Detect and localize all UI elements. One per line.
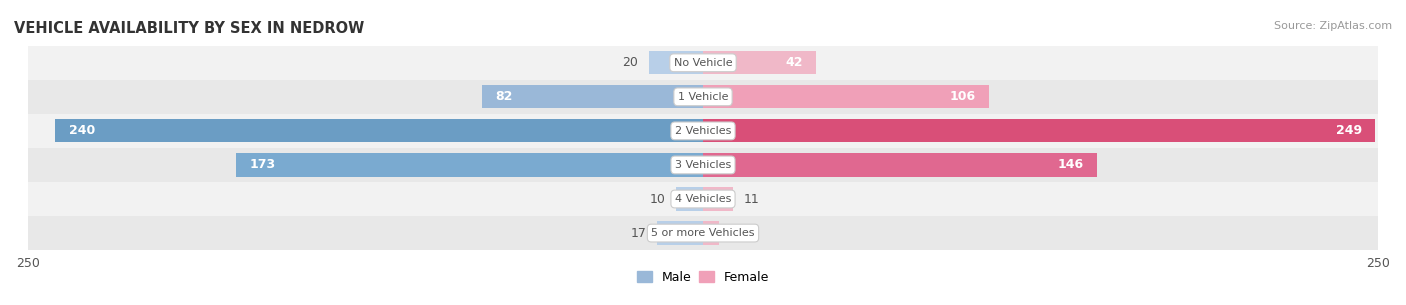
Text: 20: 20	[623, 56, 638, 69]
Text: 6: 6	[730, 227, 738, 239]
Text: 42: 42	[786, 56, 803, 69]
Text: 5 or more Vehicles: 5 or more Vehicles	[651, 228, 755, 238]
Bar	[703, 119, 1375, 142]
Bar	[703, 85, 990, 108]
Bar	[28, 216, 1378, 250]
Bar	[28, 114, 1378, 148]
Text: 3 Vehicles: 3 Vehicles	[675, 160, 731, 170]
Text: 4 Vehicles: 4 Vehicles	[675, 194, 731, 204]
Text: 11: 11	[744, 192, 759, 206]
Bar	[676, 188, 703, 210]
Bar	[650, 51, 703, 74]
Bar	[703, 221, 720, 245]
Bar	[28, 148, 1378, 182]
Text: 249: 249	[1336, 124, 1361, 137]
Text: 173: 173	[249, 159, 276, 171]
Text: 106: 106	[949, 90, 976, 103]
Text: 82: 82	[495, 90, 513, 103]
Bar	[703, 51, 817, 74]
Bar	[28, 182, 1378, 216]
Legend: Male, Female: Male, Female	[631, 266, 775, 289]
Text: 2 Vehicles: 2 Vehicles	[675, 126, 731, 136]
Text: 146: 146	[1057, 159, 1084, 171]
Text: Source: ZipAtlas.com: Source: ZipAtlas.com	[1274, 21, 1392, 31]
Bar	[28, 46, 1378, 80]
Text: 240: 240	[69, 124, 94, 137]
Bar	[55, 119, 703, 142]
Bar	[657, 221, 703, 245]
Bar	[28, 80, 1378, 114]
Bar	[236, 153, 703, 177]
Text: 10: 10	[650, 192, 665, 206]
Text: VEHICLE AVAILABILITY BY SEX IN NEDROW: VEHICLE AVAILABILITY BY SEX IN NEDROW	[14, 21, 364, 36]
Text: No Vehicle: No Vehicle	[673, 58, 733, 68]
Text: 1 Vehicle: 1 Vehicle	[678, 92, 728, 102]
Bar	[703, 153, 1097, 177]
Bar	[703, 188, 733, 210]
Text: 17: 17	[630, 227, 647, 239]
Bar	[482, 85, 703, 108]
